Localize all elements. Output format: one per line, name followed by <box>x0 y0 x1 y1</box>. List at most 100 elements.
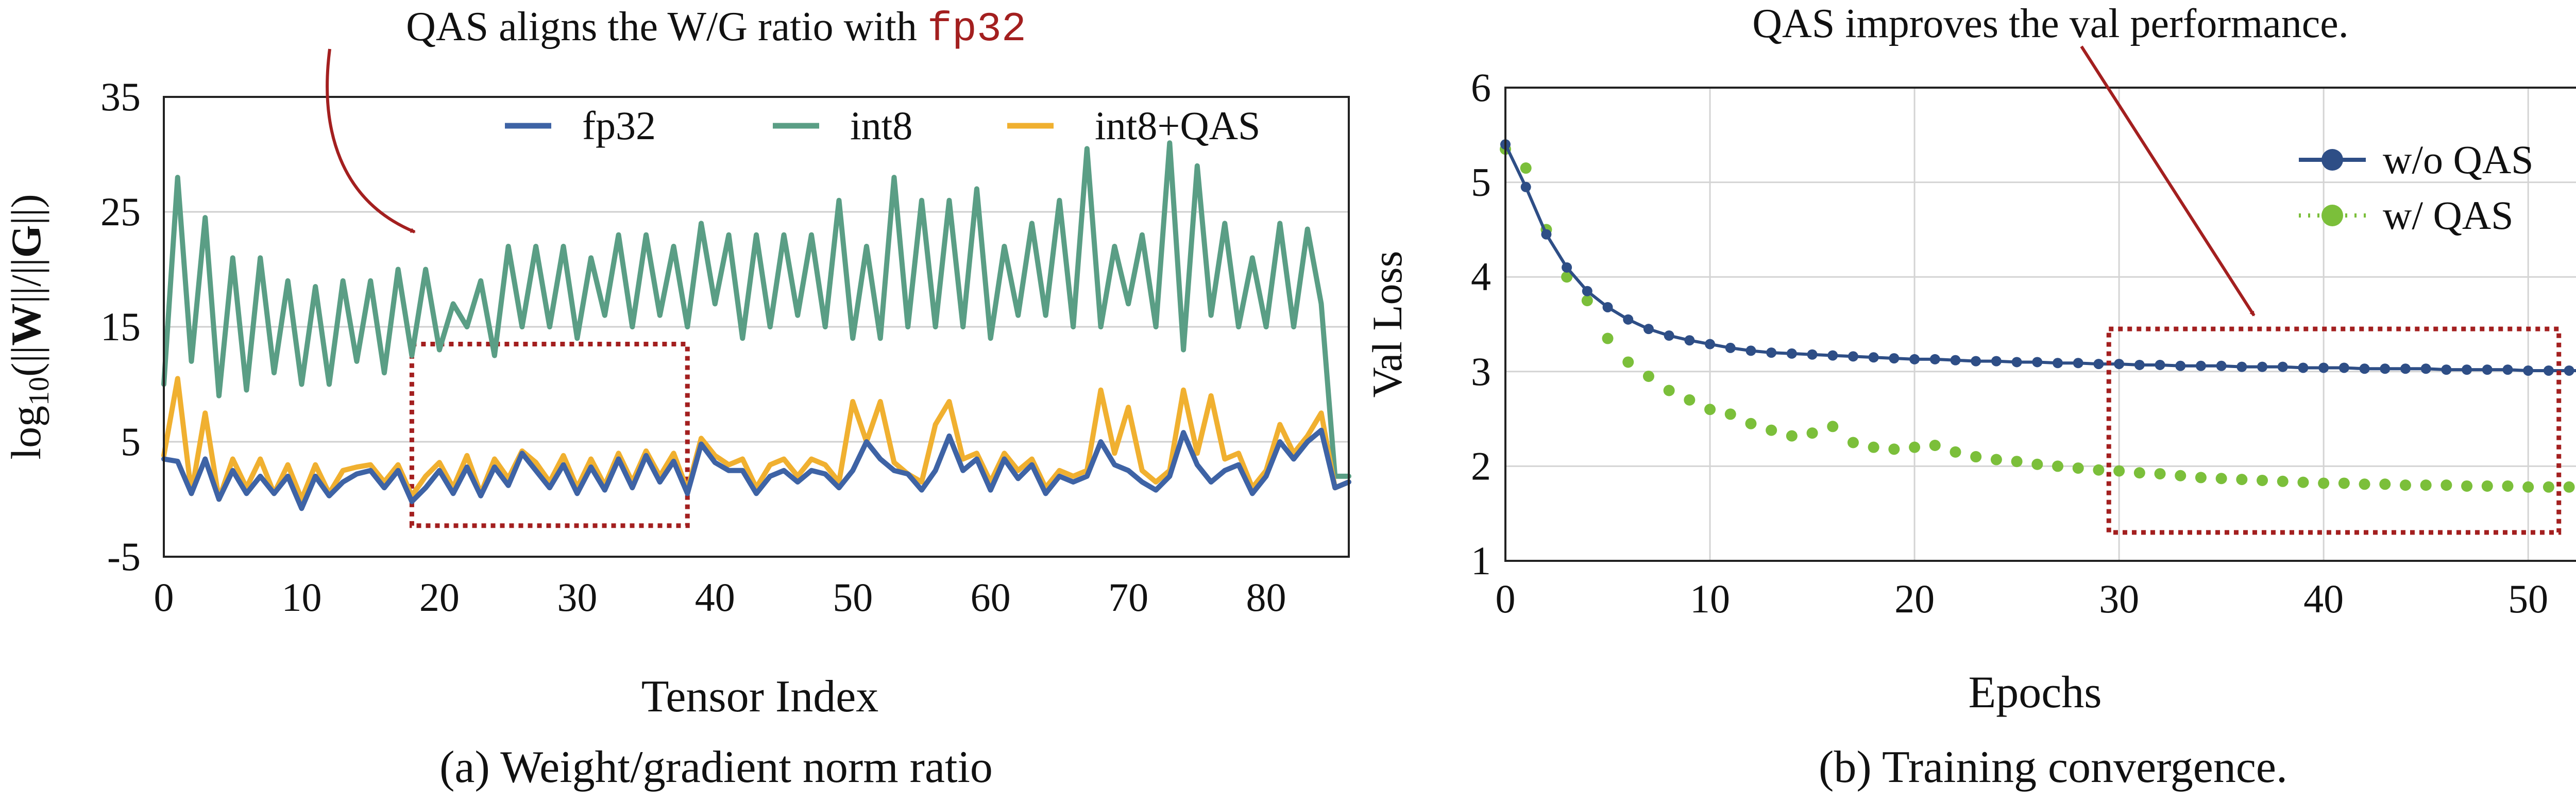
b-point-woqas <box>2543 365 2554 376</box>
a-x-tick-label: 70 <box>1108 575 1148 620</box>
b-point-wqas <box>2441 479 2452 491</box>
a-ylabel-close: ||) <box>3 194 49 225</box>
b-point-wqas <box>2379 478 2391 490</box>
b-point-wqas <box>2359 478 2370 490</box>
a-highlight-rect <box>409 341 690 528</box>
b-point-wqas <box>2563 481 2575 493</box>
a-annotation-arrow <box>326 48 416 234</box>
b-point-woqas <box>1827 350 1838 361</box>
a-ylabel-open: (|| <box>3 346 49 377</box>
b-point-wqas <box>1520 162 1532 174</box>
b-point-woqas <box>2032 357 2043 368</box>
b-highlight-rect <box>2106 326 2562 535</box>
b-point-woqas <box>2380 363 2391 374</box>
a-caption: (a) Weight/gradient norm ratio <box>439 742 993 792</box>
b-point-woqas <box>1929 354 1940 364</box>
a-line-int8 <box>161 140 1351 479</box>
b-point-woqas <box>2462 364 2472 375</box>
b-point-woqas <box>1868 352 1879 363</box>
b-x-axis-label: Epochs <box>1968 668 2102 718</box>
b-y-tick-label: 6 <box>1471 65 1491 110</box>
b-legend-marker-woqas <box>2321 149 2343 171</box>
b-point-woqas <box>2564 365 2574 376</box>
b-point-woqas <box>2093 359 2104 370</box>
b-point-wqas <box>2072 462 2084 474</box>
b-point-wqas <box>2011 456 2023 468</box>
b-legend-label-wqas: w/ QAS <box>2383 193 2514 238</box>
b-y-axis-label: Val Loss <box>1364 251 1411 398</box>
b-x-tick-label: 40 <box>2303 576 2344 621</box>
b-point-woqas <box>2155 359 2165 370</box>
a-ylabel-w: W <box>3 304 49 346</box>
b-point-wqas <box>2297 476 2309 488</box>
b-y-tick-label: 3 <box>1471 349 1491 394</box>
b-point-woqas <box>2523 365 2534 376</box>
b-point-woqas <box>2175 360 2186 371</box>
b-point-wqas <box>2522 481 2534 493</box>
b-point-wqas <box>1888 443 1900 455</box>
b-annotation: QAS improves the val performance. <box>1752 1 2348 46</box>
b-point-woqas <box>1950 355 1961 365</box>
b-point-woqas <box>2053 358 2063 369</box>
b-point-wqas <box>2461 480 2473 492</box>
b-legend: w/o QAS w/ QAS <box>2299 137 2534 238</box>
a-legend-label-int8: int8 <box>850 103 912 148</box>
b-plot-frame <box>1504 87 2576 562</box>
a-ylabel-log: log <box>3 406 49 460</box>
b-point-wqas <box>1724 408 1736 420</box>
b-y-tick-label: 1 <box>1471 538 1491 583</box>
b-point-wqas <box>2052 460 2063 472</box>
b-point-wqas <box>1950 446 1961 458</box>
b-point-wqas <box>2031 458 2043 470</box>
b-highlight-box <box>2106 326 2562 535</box>
a-ylabel-sub: 10 <box>23 377 55 406</box>
b-point-wqas <box>1909 441 1921 453</box>
b-point-woqas <box>1582 286 1592 296</box>
b-x-tick-label: 20 <box>1894 576 1935 621</box>
b-point-woqas <box>2236 361 2247 372</box>
b-point-wqas <box>1827 421 1839 432</box>
a-y-tick-label: 25 <box>100 189 141 234</box>
b-point-wqas <box>2502 480 2514 492</box>
a-annotation: QAS aligns the W/G ratio with fp32 <box>406 4 1026 53</box>
b-y-tick-label: 4 <box>1471 254 1491 299</box>
b-point-woqas <box>1684 335 1695 346</box>
a-x-tick-label: 50 <box>833 575 873 620</box>
b-point-woqas <box>1971 356 1981 367</box>
b-point-wqas <box>1970 451 1982 463</box>
b-point-woqas <box>2359 363 2370 374</box>
a-ylabel-g: G <box>3 225 49 258</box>
a-annotation-code: fp32 <box>927 6 1026 53</box>
a-line-int8-qas <box>161 376 1351 502</box>
a-annotation-text: QAS aligns the W/G ratio with <box>406 4 927 49</box>
b-point-woqas <box>2011 357 2022 368</box>
b-point-wqas <box>1581 295 1593 307</box>
b-point-woqas <box>1909 354 1920 364</box>
a-legend-label-fp32: fp32 <box>582 103 656 148</box>
a-y-tick-label: -5 <box>107 534 141 579</box>
a-x-axis-label: Tensor Index <box>641 672 879 722</box>
b-annotation-arrow <box>2080 45 2256 317</box>
panel-b: 1 2 3 4 5 6 0 10 20 30 40 50 w/o QAS w/ QAS QAS im… <box>1364 1 2576 792</box>
b-point-wqas <box>2215 473 2227 485</box>
b-point-wqas <box>1786 430 1798 442</box>
b-point-woqas <box>1991 356 2002 367</box>
b-point-wqas <box>1684 394 1696 406</box>
b-point-woqas <box>1520 181 1531 192</box>
b-point-wqas <box>1561 271 1573 283</box>
b-legend-label-woqas: w/o QAS <box>2383 137 2534 182</box>
b-point-wqas <box>2338 477 2350 489</box>
b-y-tick-labels: 1 2 3 4 5 6 <box>1471 65 1491 583</box>
b-x-tick-labels: 0 10 20 30 40 50 <box>1496 576 2549 621</box>
b-point-wqas <box>1663 385 1675 396</box>
b-point-woqas <box>2257 361 2268 372</box>
b-point-woqas <box>1643 324 1654 335</box>
b-y-tick-label: 5 <box>1471 160 1491 205</box>
b-point-woqas <box>1786 348 1797 359</box>
a-x-tick-label: 10 <box>281 575 321 620</box>
b-point-wqas <box>1602 332 1614 344</box>
a-y-tick-labels: -5 5 15 25 35 <box>100 74 141 579</box>
b-point-woqas <box>2338 362 2349 373</box>
b-x-tick-label: 50 <box>2508 576 2548 621</box>
